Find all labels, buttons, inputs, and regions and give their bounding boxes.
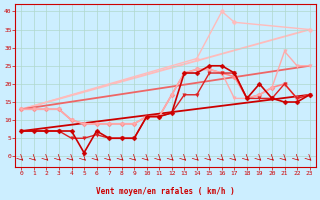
X-axis label: Vent moyen/en rafales ( km/h ): Vent moyen/en rafales ( km/h ) <box>96 187 235 196</box>
